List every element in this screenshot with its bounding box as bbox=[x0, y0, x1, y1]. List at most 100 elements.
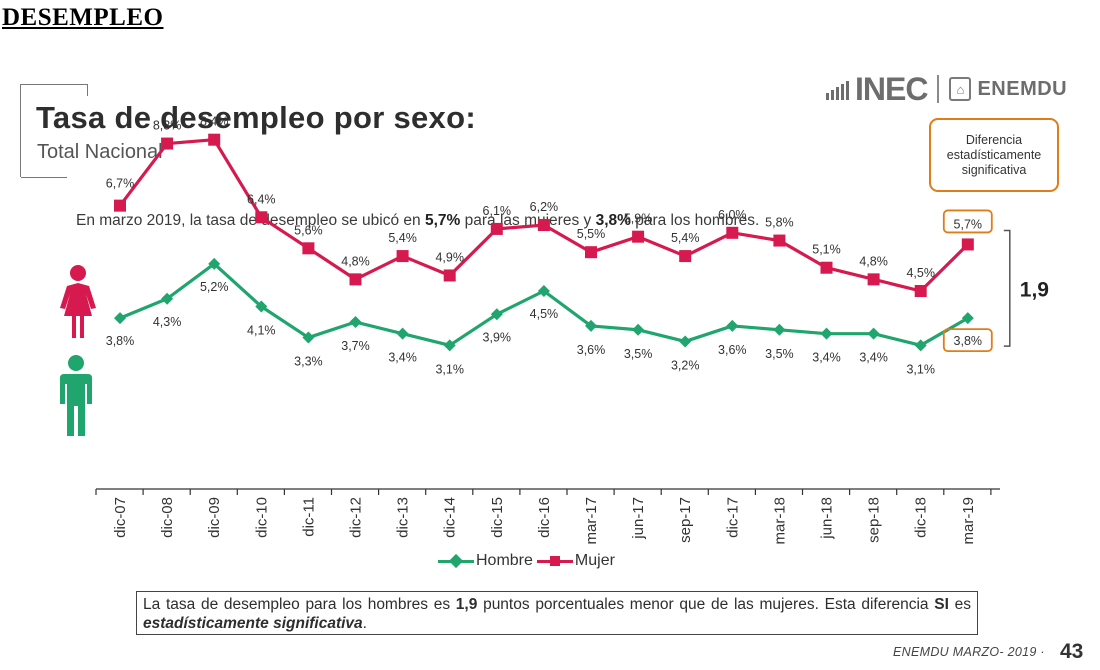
mujer-last-highlight bbox=[942, 209, 993, 234]
inec-logo: INEC ⌂ ENEMDU bbox=[826, 72, 1067, 106]
note-text-1: La tasa de desempleo para los hombres es bbox=[143, 596, 456, 613]
mujer-point-dic-09 bbox=[208, 133, 221, 146]
mujer-label-dic-08: 8,3% bbox=[153, 119, 182, 133]
mujer-label-dic-09: 8,4% bbox=[200, 115, 229, 129]
hombre-label-dic-07: 3,8% bbox=[106, 334, 135, 348]
note-significance: estadísticamente significativa bbox=[143, 615, 363, 632]
lead-text-3: para los hombres. bbox=[630, 212, 760, 229]
lead-value-hombre: 3,8% bbox=[595, 212, 631, 229]
mujer-label-jun-18: 5,1% bbox=[812, 243, 841, 257]
mujer-label-dic-15: 6,1% bbox=[483, 204, 512, 218]
x-tick-label-dic-09: dic-09 bbox=[206, 497, 223, 538]
mujer-line bbox=[118, 138, 969, 293]
legend-hombre: Hombre bbox=[438, 552, 533, 570]
x-tick-label-dic-10: dic-10 bbox=[253, 497, 270, 538]
x-tick-label-mar-18: mar-18 bbox=[771, 497, 788, 545]
note-text-3: es bbox=[948, 596, 971, 613]
hombre-point-dic-10 bbox=[255, 300, 268, 313]
mujer-label-dic-14: 4,9% bbox=[435, 250, 464, 264]
hombre-point-dic-17 bbox=[726, 319, 739, 332]
note-text-2: puntos porcentuales menor que de las muj… bbox=[477, 596, 935, 613]
hombre-label-dic-08: 4,3% bbox=[153, 315, 182, 329]
x-tick-label-mar-19: mar-19 bbox=[960, 497, 977, 545]
hombre-label-dic-18: 3,1% bbox=[906, 362, 935, 376]
x-tick-label-dic-16: dic-16 bbox=[536, 497, 553, 538]
hombre-point-mar-17 bbox=[585, 319, 597, 332]
legend-label-hombre: Hombre bbox=[476, 552, 533, 569]
legend-label-mujer: Mujer bbox=[574, 552, 615, 569]
mujer-label-dic-16: 6,2% bbox=[530, 200, 559, 214]
mujer-label-dic-10: 6,4% bbox=[247, 192, 276, 206]
x-tick-label-sep-18: sep-18 bbox=[866, 497, 883, 543]
chart-legend: Hombre Mujer bbox=[438, 552, 615, 570]
mujer-point-dic-11 bbox=[302, 242, 315, 255]
hombre-label-dic-17: 3,6% bbox=[718, 343, 747, 357]
hombre-point-dic-09 bbox=[208, 257, 221, 270]
mujer-label-dic-18: 4,5% bbox=[906, 266, 935, 280]
title-frame bbox=[20, 84, 88, 178]
house-icon: ⌂ bbox=[949, 77, 972, 101]
mujer-point-dic-07 bbox=[114, 199, 126, 212]
gap-label: 1,9 bbox=[1020, 278, 1049, 301]
hombre-point-sep-17 bbox=[679, 335, 692, 348]
mujer-point-jun-17 bbox=[632, 230, 645, 243]
legend-swatch-mujer bbox=[536, 553, 573, 569]
hombre-label-dic-12: 3,7% bbox=[341, 339, 370, 353]
lead-value-mujer: 5,7% bbox=[424, 212, 461, 229]
hombre-point-jun-18 bbox=[820, 327, 833, 340]
footer-source: ENEMDU MARZO- 2019 · bbox=[893, 645, 1045, 659]
x-tick-label-dic-18: dic-18 bbox=[913, 497, 930, 538]
hombre-label-jun-18: 3,4% bbox=[812, 351, 841, 365]
page-number: 43 bbox=[1060, 640, 1084, 663]
x-tick-label-dic-07: dic-07 bbox=[112, 497, 129, 538]
lead-sentence: En marzo 2019, la tasa de desempleo se u… bbox=[76, 212, 759, 230]
mujer-label-dic-13: 5,4% bbox=[388, 231, 417, 245]
hombre-point-dic-16 bbox=[537, 285, 550, 297]
mujer-point-sep-17 bbox=[679, 250, 692, 263]
hombre-label-mar-19: 3,8% bbox=[954, 334, 983, 348]
x-tick-label-dic-14: dic-14 bbox=[442, 497, 459, 538]
lead-text-1: En marzo 2019, la tasa de desempleo se u… bbox=[76, 212, 425, 229]
inec-wordmark: INEC bbox=[855, 71, 928, 107]
mujer-label-sep-18: 4,8% bbox=[859, 254, 888, 268]
hombre-label-sep-17: 3,2% bbox=[671, 358, 700, 372]
logo-divider bbox=[937, 75, 940, 103]
x-tick-label-dic-15: dic-15 bbox=[489, 497, 506, 538]
mujer-label-mar-17: 5,5% bbox=[577, 227, 606, 241]
mujer-label-dic-17: 6,0% bbox=[718, 208, 747, 222]
mujer-point-dic-12 bbox=[349, 273, 362, 286]
mujer-point-dic-13 bbox=[396, 250, 409, 263]
mujer-label-dic-11: 5,6% bbox=[294, 223, 323, 237]
legend-swatch-hombre bbox=[438, 553, 474, 569]
mujer-label-mar-18: 5,8% bbox=[765, 216, 794, 230]
hombre-point-dic-11 bbox=[302, 331, 315, 344]
hombre-point-jun-17 bbox=[632, 323, 645, 336]
enemdu-wordmark: ENEMDU bbox=[977, 77, 1068, 100]
significance-badge: Diferencia estadísticamente significativ… bbox=[929, 118, 1059, 192]
page-title: Tasa de desempleo por sexo: bbox=[36, 100, 476, 135]
mujer-point-mar-19 bbox=[961, 238, 974, 251]
hombre-point-mar-18 bbox=[773, 323, 786, 336]
hombre-label-dic-11: 3,3% bbox=[294, 355, 323, 369]
section-heading: DESEMPLEO bbox=[2, 4, 164, 31]
hombre-label-dic-10: 4,1% bbox=[247, 324, 276, 338]
mujer-label-dic-12: 4,8% bbox=[341, 254, 370, 268]
hombre-label-dic-13: 3,4% bbox=[388, 351, 417, 365]
x-tick-label-jun-18: jun-18 bbox=[819, 497, 836, 540]
mujer-point-mar-18 bbox=[773, 234, 786, 247]
mujer-point-dic-18 bbox=[914, 285, 927, 297]
hombre-label-mar-18: 3,5% bbox=[765, 347, 794, 361]
hombre-label-dic-16: 4,5% bbox=[530, 307, 559, 321]
x-tick-label-dic-17: dic-17 bbox=[724, 497, 741, 538]
page-subtitle: Total Nacional bbox=[37, 141, 163, 163]
bars-icon bbox=[826, 78, 849, 100]
x-tick-label-dic-08: dic-08 bbox=[159, 497, 176, 538]
mujer-point-dic-14 bbox=[443, 269, 456, 282]
hombre-point-dic-18 bbox=[914, 339, 927, 352]
female-icon bbox=[60, 265, 96, 338]
x-tick-label-jun-17: jun-17 bbox=[630, 497, 647, 540]
hombre-label-mar-17: 3,6% bbox=[577, 343, 606, 357]
x-tick-label-dic-13: dic-13 bbox=[395, 497, 412, 538]
x-tick-label-dic-11: dic-11 bbox=[300, 497, 317, 537]
